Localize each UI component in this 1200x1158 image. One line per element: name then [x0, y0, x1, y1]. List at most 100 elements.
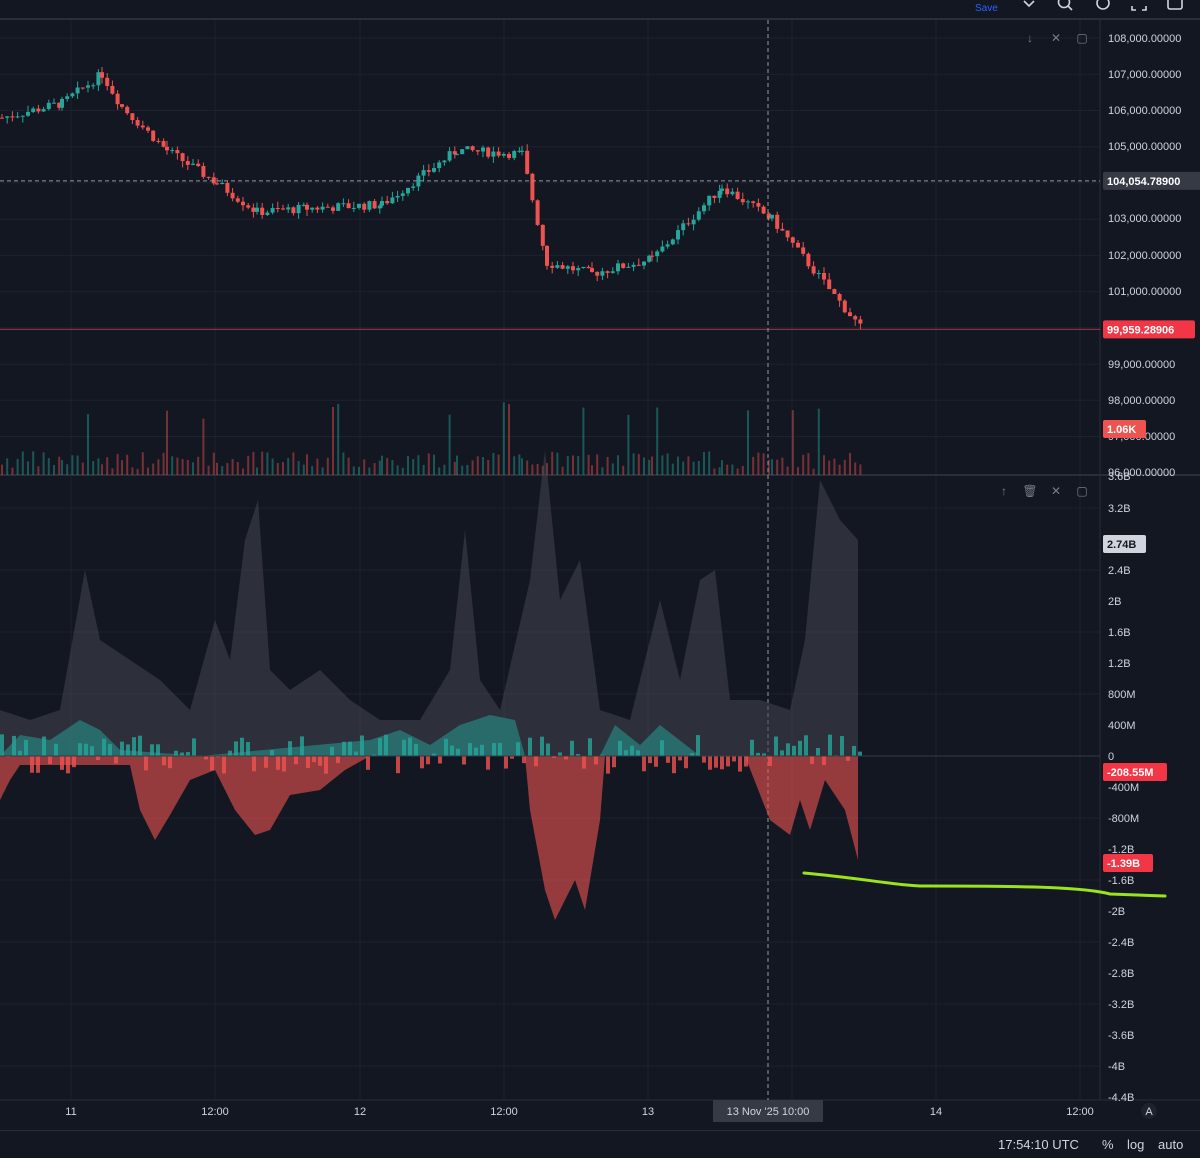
volume-bar	[612, 463, 614, 475]
delta-histogram-bar	[102, 739, 106, 756]
volume-bar	[454, 462, 456, 475]
red-delta-area	[0, 756, 858, 920]
delta-histogram-bar	[318, 756, 322, 766]
fullscreen-icon[interactable]	[1130, 0, 1148, 12]
volume-bar	[551, 452, 553, 475]
price-axis-label: 101,000.00000	[1108, 286, 1181, 298]
candle-body	[587, 267, 591, 268]
delta-histogram-bar	[300, 736, 304, 756]
candle-body	[170, 150, 174, 151]
auto-toggle[interactable]: auto	[1158, 1137, 1183, 1152]
save-button[interactable]: Save	[975, 3, 998, 14]
candle-body	[271, 208, 275, 212]
delta-histogram-bar	[108, 744, 112, 756]
price-axis-label: 103,000.00000	[1108, 213, 1181, 225]
candle-body	[730, 192, 734, 195]
candle-body	[736, 192, 740, 199]
volume-bar	[66, 464, 68, 475]
candle-body	[655, 251, 659, 256]
candle-body	[621, 263, 625, 267]
volume-bar	[428, 453, 430, 475]
volume-bar	[252, 452, 254, 475]
time-axis-label: 12:00	[1066, 1106, 1094, 1118]
delta-histogram-bar	[348, 742, 352, 756]
trash-icon[interactable]: 🗑	[1022, 483, 1038, 499]
delta-histogram-bar	[618, 741, 622, 756]
volume-bar	[348, 458, 350, 475]
time-axis-label: 11	[65, 1106, 76, 1118]
volume-bar	[152, 464, 154, 475]
volume-bar	[402, 468, 404, 475]
candle-body	[352, 208, 356, 209]
delta-histogram-bar	[642, 756, 646, 771]
delta-histogram-bar	[708, 756, 712, 770]
candle-body	[437, 162, 441, 168]
volume-bar	[633, 453, 635, 475]
delta-histogram-bar	[612, 756, 616, 767]
delta-histogram-bar	[408, 738, 412, 756]
volume-tag: 1.06K	[1103, 420, 1146, 438]
candle-body	[432, 168, 436, 172]
volume-bar	[277, 463, 279, 475]
candle-body	[231, 193, 235, 199]
volume-bar	[776, 460, 778, 475]
indicator-axis-label: -3.6B	[1108, 1030, 1134, 1042]
price-axis-label: 108,000.00000	[1108, 33, 1181, 45]
delta-histogram-bar	[648, 756, 652, 763]
candle-body	[561, 265, 565, 269]
delta-histogram-bar	[324, 756, 328, 774]
chart-canvas[interactable]: 108,000.00000107,000.00000106,000.000001…	[0, 20, 1200, 1130]
volume-bar	[242, 468, 244, 475]
delta-histogram-bar	[702, 756, 706, 763]
volume-bar	[828, 461, 830, 475]
candle-body	[571, 266, 575, 270]
log-toggle[interactable]: log	[1127, 1137, 1144, 1152]
volume-bar	[556, 453, 558, 475]
delta-histogram-bar	[288, 741, 292, 756]
volume-bar	[111, 468, 113, 475]
candle-body	[265, 213, 269, 215]
arrow-up-icon[interactable]: ↑	[996, 483, 1012, 499]
time-axis-label: 13	[642, 1106, 654, 1118]
settings-icon[interactable]	[1094, 0, 1112, 12]
delta-histogram-bar	[546, 743, 550, 756]
volume-bar	[137, 469, 139, 475]
volume-bar	[472, 460, 474, 475]
candle-body	[310, 208, 314, 210]
tag-text: -208.55M	[1107, 767, 1153, 779]
arrow-down-icon[interactable]: ↓	[1022, 30, 1038, 46]
collapse-icon[interactable]: ✕	[1048, 30, 1064, 46]
volume-bar	[157, 459, 159, 475]
delta-histogram-bar	[522, 756, 526, 763]
screenshot-icon[interactable]	[1166, 0, 1184, 12]
delta-histogram-bar	[24, 740, 28, 756]
search-icon[interactable]	[1056, 0, 1074, 12]
delta-histogram-bar	[540, 737, 544, 756]
percent-toggle[interactable]: %	[1102, 1137, 1114, 1152]
delta-histogram-bar	[84, 744, 88, 756]
delta-histogram-bar	[120, 742, 124, 756]
chevron-down-icon[interactable]	[1020, 0, 1038, 12]
delta-histogram-bar	[174, 751, 178, 756]
volume-bar	[6, 458, 8, 475]
delta-histogram-bar	[156, 744, 160, 756]
candle-body	[448, 151, 452, 160]
volume-bar	[526, 461, 528, 475]
candle-body	[96, 72, 100, 85]
volume-bars	[1, 402, 861, 475]
volume-bar	[466, 465, 468, 475]
volume-bar	[226, 463, 228, 475]
volume-bar	[763, 453, 765, 475]
collapse-icon[interactable]: ✕	[1048, 483, 1064, 499]
volume-bar	[106, 457, 108, 475]
maximize-pane-icon[interactable]: ▢	[1074, 483, 1090, 499]
candle-body	[671, 239, 675, 244]
delta-histogram-bar	[486, 756, 490, 770]
auto-scale-label: A	[1145, 1106, 1153, 1118]
candle-body	[411, 186, 415, 187]
volume-bar	[844, 460, 846, 475]
maximize-pane-icon[interactable]: ▢	[1074, 30, 1090, 46]
volume-bar	[82, 463, 84, 475]
volume-bar	[713, 469, 715, 475]
candle-body	[151, 131, 155, 141]
